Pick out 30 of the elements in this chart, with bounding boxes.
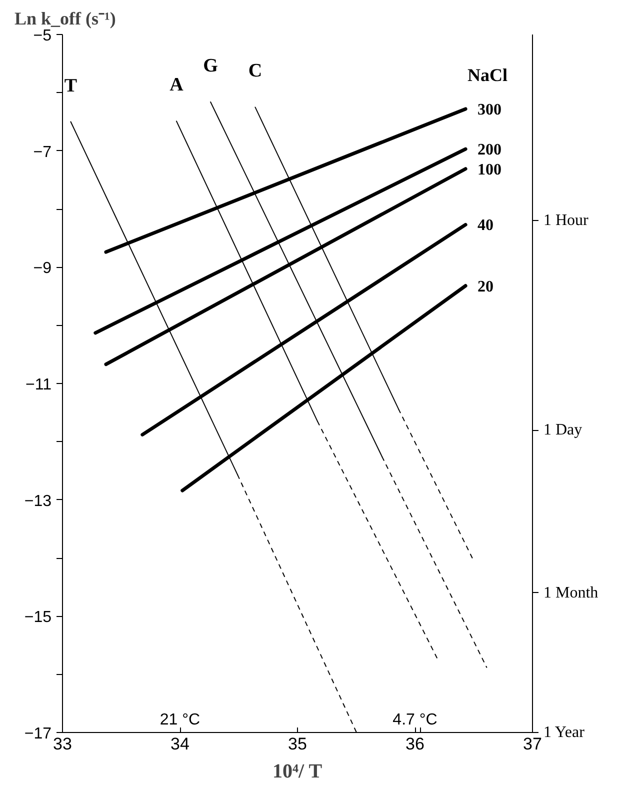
annotation: 4.7 °C	[392, 712, 438, 728]
category-label: 1 Month	[544, 584, 598, 602]
category-label: 1 Hour	[544, 212, 588, 230]
category-label: 1 Year	[544, 724, 584, 741]
x-tick-label: 34	[170, 734, 190, 754]
series-label: G	[203, 55, 218, 76]
y-tick-label: −7	[33, 144, 52, 161]
y-tick-label: −15	[24, 609, 52, 626]
category-label: 1 Day	[544, 422, 582, 439]
series-label: 100	[478, 161, 502, 178]
chart-title: Ln k_off (s⁻¹)	[14, 8, 116, 28]
x-tick-label: 33	[53, 734, 72, 754]
series-label: A	[170, 74, 184, 96]
y-tick-label: −17	[24, 726, 52, 742]
series-label: C	[248, 60, 262, 82]
series-label: 20	[478, 278, 494, 296]
series-label: 300	[478, 101, 502, 118]
y-tick-label: −11	[26, 376, 52, 394]
x-tick-label: 37	[523, 734, 542, 754]
y-tick-label: −13	[24, 492, 52, 510]
series-label: T	[64, 75, 78, 96]
series-label: 200	[478, 142, 502, 159]
y-tick-label: −9	[33, 260, 52, 278]
series-label: 40	[478, 217, 494, 234]
x-tick-label: 35	[288, 734, 307, 754]
x-tick-label: 36	[406, 734, 424, 754]
legend-title: NaCl	[468, 64, 508, 85]
x-axis-title: 10⁴/ T	[272, 760, 323, 782]
y-tick-label: −5	[33, 28, 52, 44]
annotation: 21 °C	[160, 712, 200, 728]
